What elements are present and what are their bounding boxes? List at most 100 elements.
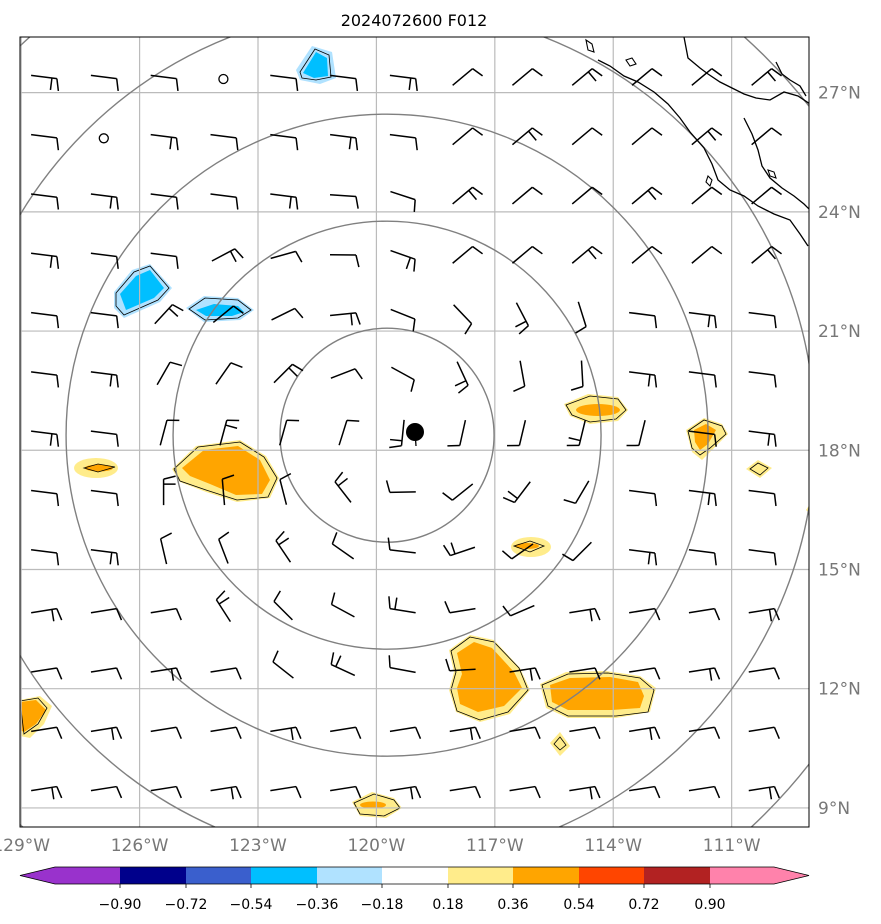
range-ring bbox=[172, 220, 602, 650]
wind-barb bbox=[90, 252, 119, 269]
wind-barb bbox=[270, 74, 299, 91]
wind-barb bbox=[210, 193, 239, 210]
wind-barb bbox=[569, 607, 601, 622]
y-tick-label: 27°N bbox=[818, 84, 861, 104]
wind-barb bbox=[330, 652, 356, 677]
negative-anomaly-region-1 bbox=[296, 46, 336, 84]
wind-barb bbox=[330, 592, 355, 618]
wind-barb bbox=[748, 489, 777, 507]
positive-anomaly-region-10 bbox=[746, 460, 772, 478]
wind-barb bbox=[691, 186, 723, 205]
wind-barb bbox=[329, 193, 359, 209]
wind-barb bbox=[31, 311, 60, 329]
colorbar-outline bbox=[19, 866, 810, 885]
wind-barb bbox=[215, 590, 232, 623]
wind-barb bbox=[513, 360, 526, 393]
wind-barb bbox=[31, 252, 60, 269]
wind-barb bbox=[90, 607, 123, 621]
wind-barb bbox=[629, 607, 661, 621]
wind-barb bbox=[453, 304, 473, 335]
wind-barb bbox=[562, 541, 592, 562]
wind-barb bbox=[688, 785, 721, 799]
wind-barb bbox=[270, 785, 302, 799]
wind-barb bbox=[452, 68, 484, 86]
colorbar-segment bbox=[186, 867, 251, 884]
negative-anomaly-region-2 bbox=[114, 264, 172, 318]
wind-barb bbox=[90, 667, 123, 680]
wind-barb bbox=[748, 607, 780, 622]
wind-barb bbox=[330, 74, 359, 91]
x-tick-label: 111°W bbox=[703, 836, 761, 856]
wind-barb bbox=[329, 254, 360, 268]
wind-barb bbox=[575, 301, 587, 334]
y-tick-label: 18°N bbox=[818, 441, 861, 461]
wind-barb bbox=[447, 419, 467, 447]
wind-barb bbox=[688, 726, 721, 739]
y-tick-label: 24°N bbox=[818, 203, 861, 223]
wind-barb bbox=[509, 726, 541, 739]
wind-barb bbox=[389, 726, 422, 739]
wind-barb bbox=[389, 419, 405, 449]
wind-barb bbox=[330, 368, 363, 380]
wind-barb bbox=[629, 311, 658, 329]
wind-barb bbox=[566, 419, 586, 447]
wind-barb bbox=[691, 245, 723, 264]
wind-barb bbox=[338, 419, 360, 446]
wind-barb bbox=[90, 371, 119, 388]
gridlines bbox=[20, 37, 809, 827]
wind-barb bbox=[452, 127, 484, 146]
x-tick-label: 123°W bbox=[229, 836, 287, 856]
wind-barb bbox=[629, 549, 658, 566]
positive-anomaly-region-3 bbox=[449, 635, 530, 722]
colorbar-segment bbox=[317, 867, 382, 884]
wind-barb bbox=[221, 474, 235, 506]
coastline-baja-california bbox=[585, 37, 809, 247]
wind-barb bbox=[570, 360, 584, 391]
colorbar-tick-label: −0.54 bbox=[230, 897, 273, 913]
wind-barb bbox=[501, 543, 534, 560]
wind-barb bbox=[563, 480, 590, 505]
colorbar-tick-label: 0.18 bbox=[432, 897, 463, 913]
wind-barb bbox=[279, 472, 292, 505]
wind-barb bbox=[571, 127, 603, 146]
wind-barb bbox=[569, 667, 601, 680]
wind-barb bbox=[270, 133, 299, 151]
wind-barb bbox=[511, 127, 543, 146]
wind-barb bbox=[270, 193, 299, 210]
wind-barb bbox=[449, 785, 481, 799]
wind-barb bbox=[271, 307, 304, 321]
wind-barb bbox=[210, 133, 239, 151]
wind-barb bbox=[31, 74, 60, 91]
wind-barb bbox=[210, 667, 242, 680]
y-axis-tick-labels: 27°N 24°N 21°N 18°N 15°N 12°N 9°N bbox=[818, 84, 861, 819]
positive-anomaly-region-7 bbox=[20, 696, 52, 738]
wind-barb bbox=[748, 785, 780, 800]
wind-barb bbox=[150, 74, 179, 91]
wind-barb bbox=[218, 531, 230, 564]
wind-barb bbox=[688, 549, 717, 566]
colorbar-segment bbox=[644, 867, 710, 884]
wind-barb bbox=[748, 726, 780, 739]
colorbar-segment bbox=[120, 867, 186, 884]
wind-barb bbox=[159, 419, 180, 446]
y-tick-label: 9°N bbox=[818, 799, 850, 819]
wind-barb bbox=[275, 530, 292, 563]
wind-barb bbox=[452, 245, 484, 264]
positive-anomaly-region-9 bbox=[511, 537, 551, 557]
positive-anomaly-region-6 bbox=[686, 418, 728, 460]
wind-barb bbox=[631, 68, 663, 86]
wind-barb bbox=[31, 193, 60, 210]
anomaly-fill-layer bbox=[20, 46, 809, 818]
wind-barb bbox=[507, 419, 527, 447]
wind-barb bbox=[150, 607, 182, 621]
wind-barb bbox=[334, 471, 352, 503]
x-tick-label: 117°W bbox=[466, 836, 524, 856]
wind-barb bbox=[154, 303, 184, 325]
wind-barb bbox=[751, 245, 783, 264]
colorbar-tick-label: 0.72 bbox=[628, 897, 659, 913]
wind-barb bbox=[150, 667, 182, 681]
wind-barb bbox=[150, 252, 179, 269]
wind-barb bbox=[502, 604, 535, 617]
